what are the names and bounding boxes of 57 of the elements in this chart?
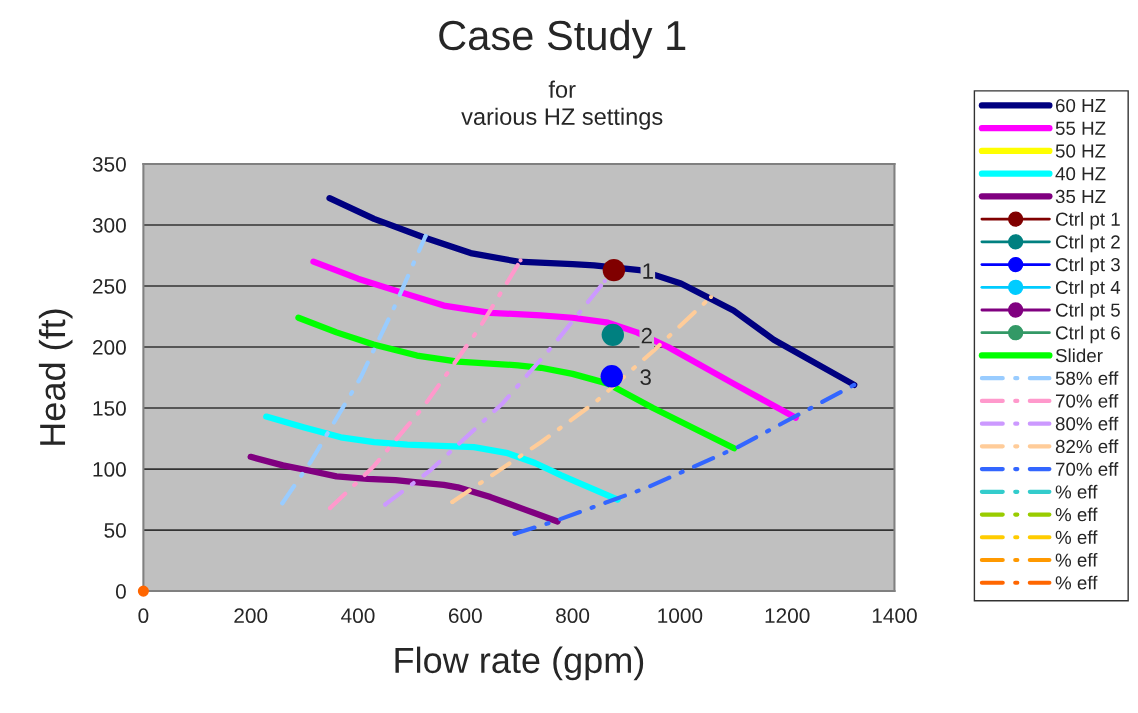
- chart-title: Case Study 1: [439, 19, 686, 59]
- legend-label: 70% eff: [1055, 462, 1119, 476]
- y-tick-label: 0: [115, 584, 126, 599]
- x-tick-label: 800: [556, 608, 590, 624]
- x-tick-label: 400: [341, 608, 375, 624]
- legend-label: Ctrl pt 2: [1055, 234, 1120, 253]
- y-axis-title: Head (ft): [38, 309, 73, 445]
- point: [512, 531, 517, 536]
- x-tick-label: 200: [234, 608, 268, 624]
- legend-label: Ctrl pt 6: [1055, 325, 1120, 344]
- point: [450, 499, 455, 505]
- legend-label: 82% eff: [1055, 439, 1119, 454]
- x-tick-label: 1000: [658, 608, 703, 624]
- legend-label: 50 HZ: [1055, 144, 1106, 158]
- y-tick-label: 300: [92, 218, 126, 233]
- y-tick-label: 50: [104, 523, 126, 538]
- annotation: 3: [640, 369, 651, 386]
- point: [137, 585, 149, 597]
- x-tick-label: 600: [448, 608, 482, 624]
- legend-label: Ctrl pt 5: [1055, 302, 1120, 321]
- legend-label: 60 HZ: [1055, 98, 1106, 113]
- point: [852, 382, 857, 387]
- legend-label: 70% eff: [1055, 393, 1119, 408]
- legend-label: % eff: [1055, 530, 1098, 545]
- point: [280, 501, 285, 506]
- point: [602, 258, 626, 282]
- legend-label: Ctrl pt 3: [1055, 257, 1120, 275]
- legend-label: % eff: [1055, 484, 1098, 499]
- x-axis-title: Flow rate (gpm): [395, 646, 644, 681]
- line-series: [280, 233, 428, 506]
- annotation: 1: [643, 263, 653, 279]
- y-tick-label: 200: [93, 340, 126, 355]
- legend-label: 80% eff: [1055, 416, 1119, 431]
- x-tick-label: 1400: [872, 608, 917, 624]
- point: [423, 233, 428, 239]
- legend-label: % eff: [1055, 507, 1098, 522]
- legend-label: Ctrl pt 1: [1055, 212, 1120, 230]
- legend-label: Ctrl pt 4: [1055, 280, 1121, 298]
- legend-label: Slider: [1055, 348, 1103, 363]
- y-tick-label: 100: [93, 462, 126, 477]
- x-tick-label: 1200: [765, 608, 810, 624]
- legend-label: 40 HZ: [1055, 167, 1106, 181]
- point: [601, 323, 625, 347]
- legend-label: 35 HZ: [1055, 189, 1106, 204]
- point: [328, 506, 333, 511]
- point: [600, 365, 623, 388]
- annotation: 2: [641, 327, 652, 344]
- y-tick-label: 250: [93, 279, 126, 294]
- legend-label: % eff: [1055, 575, 1098, 590]
- y-tick-label: 150: [93, 401, 126, 416]
- legend-label: 58% eff: [1055, 371, 1119, 385]
- point: [602, 279, 607, 284]
- x-tick-label: 0: [138, 608, 149, 624]
- legend-label: 55 HZ: [1055, 121, 1106, 135]
- chart-subtitle: for various HZ settings: [461, 80, 663, 130]
- legend-label: % eff: [1055, 553, 1098, 567]
- y-tick-label: 350: [92, 156, 126, 172]
